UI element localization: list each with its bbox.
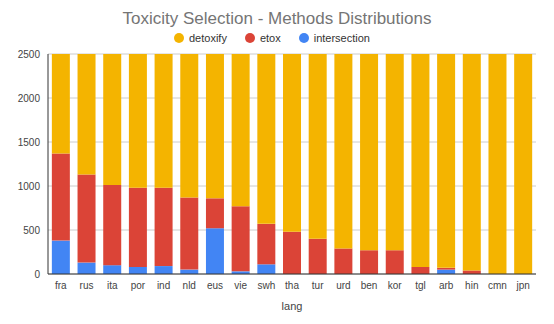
svg-text:jpn: jpn bbox=[515, 280, 529, 291]
svg-text:ben: ben bbox=[361, 280, 378, 291]
svg-text:por: por bbox=[131, 280, 146, 291]
svg-text:rus: rus bbox=[80, 280, 94, 291]
html-text:intersection: intersection bbox=[313, 32, 370, 44]
svg-text:cmn: cmn bbox=[488, 280, 507, 291]
svg-text:tgl: tgl bbox=[415, 280, 426, 291]
svg-text:urd: urd bbox=[336, 280, 350, 291]
svg-text:nld: nld bbox=[183, 280, 196, 291]
svg-text:swh: swh bbox=[257, 280, 275, 291]
html-text:detoxify: detoxify bbox=[189, 32, 227, 44]
svg-text:ind: ind bbox=[157, 280, 170, 291]
svg-text:tha: tha bbox=[285, 280, 299, 291]
svg-text:tur: tur bbox=[312, 280, 324, 291]
svg-text:arb: arb bbox=[439, 280, 454, 291]
svg-text:hin: hin bbox=[465, 280, 478, 291]
svg-text:1000: 1000 bbox=[18, 181, 41, 192]
html-text:Toxicity Selection - Methods D: Toxicity Selection - Methods Distributio… bbox=[122, 9, 432, 28]
svg-text:1500: 1500 bbox=[18, 137, 41, 148]
svg-text:0: 0 bbox=[34, 269, 40, 280]
html-text:etox: etox bbox=[259, 32, 281, 44]
svg-text:eus: eus bbox=[207, 280, 223, 291]
svg-text:fra: fra bbox=[55, 280, 67, 291]
svg-text:kor: kor bbox=[388, 280, 403, 291]
svg-text:2000: 2000 bbox=[18, 93, 41, 104]
svg-text:500: 500 bbox=[23, 225, 40, 236]
svg-text:ita: ita bbox=[107, 280, 118, 291]
svg-text:2500: 2500 bbox=[18, 49, 41, 60]
svg-text:vie: vie bbox=[234, 280, 247, 291]
svg-text:lang: lang bbox=[282, 300, 303, 312]
